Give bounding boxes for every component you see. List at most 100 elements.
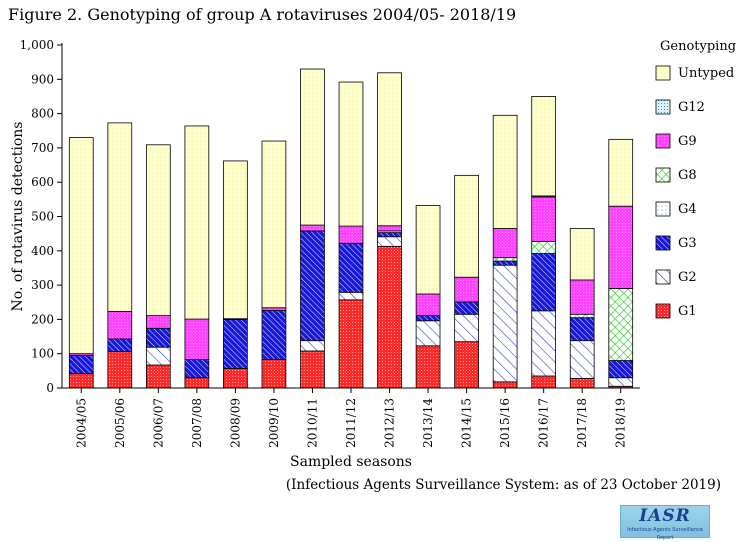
bar-segment-g1-2007-08 [184, 377, 210, 389]
bar-segment-g2-2016-17 [531, 310, 557, 377]
bar-segment-g3-2007-08 [184, 359, 210, 379]
bar-segment-g9-2017-18 [569, 279, 595, 315]
bar-segment-untyped-2014-15 [454, 174, 479, 278]
bar-segment-g1-2013-14 [415, 345, 441, 389]
y-tick-label: 800 [31, 107, 54, 121]
bar-segment-untyped-2018-19 [608, 138, 634, 207]
bar-segment-g8-2018-19 [608, 288, 634, 361]
x-axis-label: Sampled seasons [290, 454, 412, 470]
axes: 0 100 200 300 400 500 600 700 800 900 1,000 2004/05… [10, 38, 640, 470]
legend-swatch-g8 [655, 167, 671, 183]
bar-segment-g9-2018-19 [608, 205, 634, 289]
bar-segment-g3-2014-15 [454, 301, 479, 315]
y-tick-label: 700 [31, 141, 54, 155]
bar-segment-g3-2004-05 [68, 355, 94, 375]
legend-label-g3: G3 [678, 236, 697, 251]
bar-segment-g3-2013-14 [415, 315, 441, 322]
bar-segment-g9-2011-12 [338, 225, 364, 244]
x-tick-label: 2018/19 [614, 398, 628, 448]
bar-segment-g3-2010-11 [300, 230, 325, 342]
x-tick-label: 2015/16 [498, 398, 512, 448]
bar-segment-g3-2008-09 [223, 318, 248, 369]
bar-segment-g1-2011-12 [338, 299, 364, 389]
bar-segment-g1-2009-10 [261, 359, 287, 389]
bar-segment-g9-2014-15 [454, 276, 479, 303]
bar-segment-g9-2015-16 [492, 228, 518, 259]
bar-segment-g2-2013-14 [415, 320, 441, 347]
bar-segment-untyped-2013-14 [415, 205, 441, 295]
bar-segment-g3-2011-12 [338, 242, 364, 293]
bar-segment-g8-2017-18 [569, 313, 595, 319]
bar-segment-g1-2017-18 [569, 377, 595, 389]
bar-segment-g3-2018-19 [608, 360, 634, 379]
x-tick-label: 2012/13 [383, 398, 397, 448]
legend-swatch-g2 [655, 269, 671, 285]
x-tick-label: 2014/15 [460, 398, 474, 448]
logo-main-text: IASR [639, 506, 691, 526]
bar-segment-g9-2016-17 [531, 196, 557, 242]
y-tick-label: 100 [31, 347, 54, 361]
figure-title: Figure 2. Genotyping of group A rotaviru… [8, 5, 517, 24]
bar-segment-g2-2015-16 [492, 264, 518, 383]
x-tick-label: 2009/10 [267, 398, 281, 448]
x-tick-label: 2007/08 [190, 398, 204, 448]
bar-segment-g1-2012-13 [377, 245, 402, 389]
x-tick-label: 2016/17 [537, 398, 551, 448]
bar-segment-untyped-2011-12 [338, 81, 364, 227]
bar-segment-g1-2008-09 [223, 368, 248, 389]
bar-segment-g1-2015-16 [492, 381, 518, 389]
bar-segment-untyped-2016-17 [531, 96, 557, 197]
bar-segment-g1-2016-17 [531, 375, 557, 389]
legend-label-untyped: Untyped [678, 66, 734, 81]
x-tick-label: 2011/12 [344, 398, 358, 448]
bar-segment-g3-2015-16 [492, 260, 518, 266]
bar-segment-g2-2006-07 [145, 346, 171, 366]
y-tick-label: 900 [31, 72, 54, 86]
source-note: (Infectious Agents Surveillance System: … [285, 477, 721, 493]
legend-label-g8: G8 [678, 168, 697, 183]
bar-segment-untyped-2007-08 [184, 125, 210, 320]
y-tick-label: 0 [46, 381, 54, 395]
legend-swatch-g9 [655, 133, 671, 149]
legend-swatch-g12 [655, 99, 671, 115]
bar-segment-untyped-2006-07 [145, 144, 171, 317]
bar-segment-g9-2012-13 [377, 225, 402, 232]
y-tick-label: 500 [31, 210, 54, 224]
bar-segment-g1-2006-07 [145, 364, 171, 389]
bar-segment-untyped-2017-18 [569, 228, 595, 281]
y-tick-label: 300 [31, 278, 54, 292]
bar-segment-g9-2007-08 [184, 318, 210, 360]
legend-label-g2: G2 [678, 270, 697, 285]
bar-segment-untyped-2008-09 [223, 160, 248, 320]
bar-segment-untyped-2004-05 [68, 137, 94, 355]
legend-swatch-g1 [655, 303, 671, 319]
bar-segment-g2-2012-13 [377, 236, 402, 247]
y-tick-label: 600 [31, 175, 54, 189]
x-tick-label: 2006/07 [151, 398, 165, 448]
legend: Genotyping Untyped G12 G9 G8 G4 G3 G2 G1 [655, 39, 736, 319]
x-tick-label: 2005/06 [113, 398, 127, 448]
x-tick-label: 2013/14 [421, 398, 435, 448]
bar-segment-g2-2018-19 [608, 377, 634, 387]
bar-segment-g3-2016-17 [531, 253, 557, 312]
x-tick-label: 2008/09 [228, 398, 242, 448]
bar-segment-untyped-2010-11 [300, 68, 325, 226]
y-tick-label: 400 [31, 244, 54, 258]
bar-segment-g3-2006-07 [145, 327, 171, 348]
bar-segment-g9-2013-14 [415, 293, 441, 317]
bar-segment-g3-2012-13 [377, 232, 402, 238]
bar-segment-g2-2014-15 [454, 313, 479, 343]
legend-label-g4: G4 [678, 202, 697, 217]
bar-segment-g9-2009-10 [261, 307, 287, 311]
legend-title: Genotyping [660, 39, 736, 54]
bar-segment-g9-2010-11 [300, 224, 325, 232]
bar-segment-g8-2015-16 [492, 257, 518, 262]
legend-swatch-g3 [655, 235, 671, 251]
y-axis-label: No. of rotavirus detections [10, 122, 26, 312]
bar-segment-g1-2014-15 [454, 341, 479, 389]
bar-segment-g9-2005-06 [107, 311, 133, 340]
legend-label-g1: G1 [678, 304, 697, 319]
bar-segment-untyped-2015-16 [492, 114, 518, 229]
bar-segment-g1-2004-05 [68, 373, 94, 389]
y-tick-label: 1,000 [20, 38, 54, 52]
